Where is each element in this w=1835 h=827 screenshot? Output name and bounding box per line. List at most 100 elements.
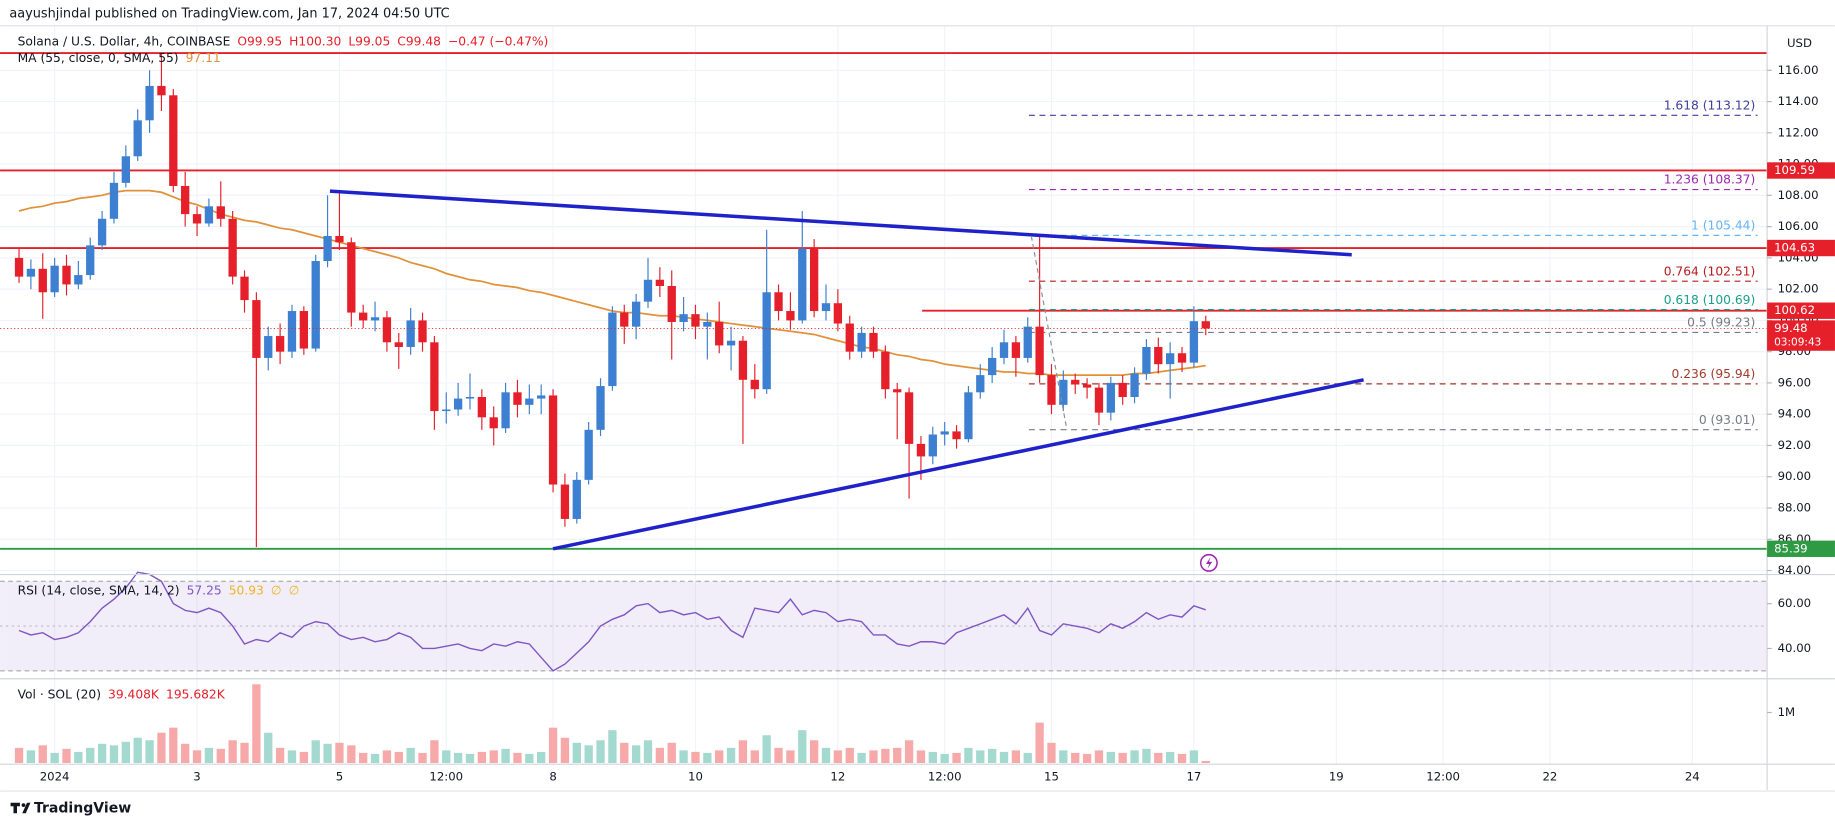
volume-bar	[620, 742, 629, 763]
volume-bar	[14, 747, 24, 763]
volume-bar	[643, 740, 653, 763]
candle-body	[1082, 384, 1092, 388]
x-tick-label: 2024	[40, 770, 70, 784]
y-tick-label: 102.00	[1778, 282, 1819, 296]
candle-body	[1047, 375, 1056, 405]
ohlc-value: H100.30	[289, 35, 341, 49]
level-badge	[1767, 540, 1835, 557]
plot: 1.618 (113.12) 1.236 (108.37) 1 (105.44) 0.…	[0, 52, 1768, 763]
footer-logo	[10, 802, 31, 814]
ma-value: 97.11	[186, 51, 221, 65]
candle-body	[643, 279, 653, 302]
candle-body	[655, 279, 665, 287]
candle-body	[881, 351, 890, 390]
candle-body	[513, 392, 522, 405]
fib-label: 0 (93.01)	[1699, 413, 1755, 427]
volume-bar	[821, 747, 831, 763]
volume-bar	[442, 750, 451, 763]
candle-body	[287, 311, 297, 352]
x-tick-label: 3	[193, 770, 200, 784]
volume-bar	[204, 747, 214, 763]
candle-body	[952, 431, 961, 440]
candle-body	[181, 185, 190, 215]
trendline	[552, 378, 1364, 551]
volume-bar	[703, 752, 712, 763]
candle-body	[477, 397, 487, 418]
candle-body	[62, 265, 71, 285]
candle-body	[1035, 326, 1044, 376]
candle-body	[1130, 373, 1139, 398]
volume-value: 195.682K	[166, 688, 226, 702]
y-tick-label: 92.00	[1778, 438, 1811, 452]
candle-body	[537, 395, 546, 399]
candle-body	[987, 357, 997, 376]
volume-bar	[952, 752, 961, 763]
candle-body	[1059, 379, 1068, 405]
candle-body	[335, 235, 344, 243]
volume-bar	[513, 752, 522, 763]
volume-bar	[584, 745, 593, 763]
volume-bar	[572, 742, 581, 763]
candle-body	[809, 248, 819, 312]
y-tick-label: 84.00	[1778, 563, 1811, 577]
countdown-label: 03:09:43	[1774, 337, 1821, 349]
fib-label: 1 (105.44)	[1691, 219, 1755, 233]
candle-body	[821, 303, 831, 312]
rsi-value: 50.93	[229, 583, 264, 597]
candle-body	[1189, 321, 1199, 363]
volume-bar	[1106, 751, 1115, 763]
volume-bar	[1118, 752, 1127, 763]
volume-bar	[86, 747, 95, 763]
y-tick-label: 94.00	[1778, 407, 1811, 421]
last-price-label: 99.48	[1774, 321, 1807, 335]
volume-bar	[453, 752, 463, 763]
volume-bar	[940, 753, 949, 763]
volume-bar	[1082, 753, 1092, 763]
candle-body	[608, 312, 617, 387]
volume-bar	[382, 750, 392, 763]
candle-body	[38, 268, 47, 293]
candle-body	[299, 311, 308, 349]
candle-body	[442, 409, 451, 412]
x-tick-label: 22	[1542, 770, 1557, 784]
volume-bar	[548, 727, 558, 763]
volume-bar	[1035, 722, 1044, 763]
level-badge	[1767, 162, 1835, 179]
fib-label: 0.764 (102.51)	[1664, 264, 1756, 278]
volume-bar	[1059, 750, 1068, 763]
volume-bar	[311, 740, 320, 763]
candle-body	[738, 340, 748, 380]
volume-bar	[999, 751, 1009, 763]
candle-body	[97, 218, 107, 246]
candle-body	[275, 336, 285, 352]
volume-bar	[406, 747, 415, 763]
volume-bar	[50, 752, 59, 763]
level-badge-label: 104.63	[1774, 241, 1815, 255]
candle-body	[418, 320, 427, 343]
candle-body	[893, 389, 902, 393]
volume-bar	[1177, 753, 1187, 763]
level-badge	[1767, 239, 1835, 257]
candle-body	[145, 85, 154, 121]
volume-bar	[335, 742, 344, 763]
volume-bar	[347, 745, 356, 763]
candle-body	[323, 235, 332, 262]
candle-body	[548, 395, 558, 485]
volume-bar	[928, 751, 937, 763]
fib-connector	[1030, 235, 1068, 430]
candle-body	[430, 342, 439, 412]
ohlc-value: L99.05	[348, 35, 390, 49]
candle-body	[453, 398, 463, 410]
y-tick-label: 96.00	[1778, 375, 1811, 389]
candle-body	[1118, 382, 1127, 398]
volume-bar	[489, 750, 498, 763]
volume-bar	[1154, 752, 1163, 763]
y-tick-label: 108.00	[1778, 188, 1819, 202]
candle-body	[26, 268, 36, 277]
candle-body	[394, 342, 403, 347]
volume-bar	[537, 751, 546, 763]
candle-body	[1166, 353, 1175, 365]
candle-body	[786, 311, 795, 321]
ohlc-value: −0.47 (−0.47%)	[448, 35, 548, 49]
